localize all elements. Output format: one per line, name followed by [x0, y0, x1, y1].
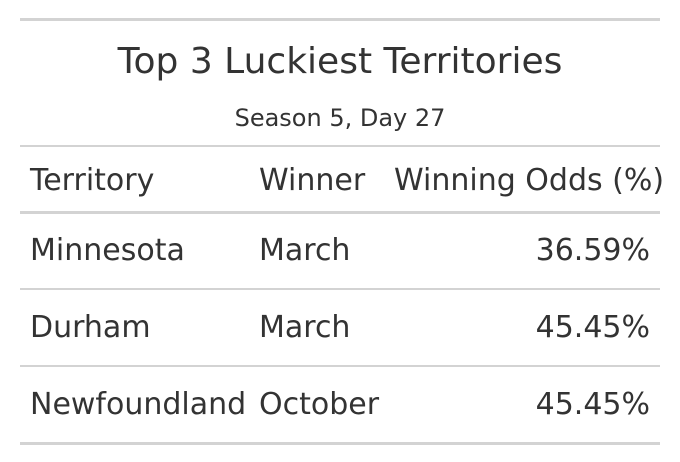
- column-header-winner: Winner: [249, 147, 384, 214]
- cell-winner: March: [249, 212, 384, 290]
- luckiest-territories-table: Top 3 Luckiest Territories Season 5, Day…: [20, 18, 664, 445]
- table-header: Territory Winner Winning Odds (%): [20, 147, 664, 214]
- table-row: Durham March 45.45%: [20, 289, 660, 367]
- table-row: Newfoundland October 45.45%: [20, 366, 660, 445]
- column-header-winning-odds: Winning Odds (%): [384, 147, 664, 214]
- header-row: Territory Winner Winning Odds (%): [20, 147, 664, 214]
- cell-territory: Durham: [20, 289, 249, 367]
- cell-territory: Newfoundland: [20, 366, 249, 445]
- cell-territory: Minnesota: [20, 212, 249, 290]
- top-rule: [20, 18, 660, 21]
- table-title: Top 3 Luckiest Territories: [117, 41, 563, 82]
- column-header-territory: Territory: [20, 147, 249, 214]
- header-rule: [20, 145, 660, 147]
- table-row: Minnesota March 36.59%: [20, 212, 660, 290]
- table-body: Minnesota March 36.59% Durham March 45.4…: [20, 212, 660, 445]
- cell-winner: March: [249, 289, 384, 367]
- data-table: Territory Winner Winning Odds (%) Minnes…: [20, 147, 664, 445]
- cell-winner: October: [249, 366, 384, 445]
- table-subtitle: Season 5, Day 27: [234, 104, 446, 132]
- cell-winning-odds: 45.45%: [384, 366, 660, 445]
- cell-winning-odds: 45.45%: [384, 289, 660, 367]
- cell-winning-odds: 36.59%: [384, 212, 660, 290]
